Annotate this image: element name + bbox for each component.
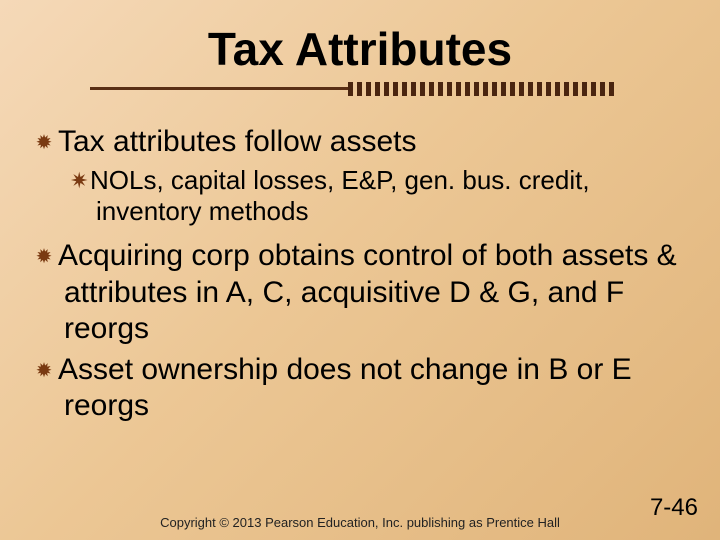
decor-bar	[357, 82, 362, 96]
title-underline	[90, 82, 630, 96]
bullet-item: ✹Acquiring corp obtains control of both …	[34, 238, 686, 348]
decor-bar	[402, 82, 407, 96]
starburst-icon: ✹	[34, 245, 54, 269]
title-area: Tax Attributes	[0, 0, 720, 96]
starburst-icon: ✷	[70, 168, 88, 195]
decor-bar	[366, 82, 371, 96]
decor-bar	[582, 82, 587, 96]
decor-bar	[546, 82, 551, 96]
decor-bar	[447, 82, 452, 96]
decor-bar	[393, 82, 398, 96]
decor-bar	[537, 82, 542, 96]
decor-bar	[600, 82, 605, 96]
bullet-item: ✹Asset ownership does not change in B or…	[34, 352, 686, 425]
bullet-text: Acquiring corp obtains control of both a…	[58, 239, 677, 345]
decor-bar	[438, 82, 443, 96]
starburst-icon: ✹	[34, 131, 54, 155]
slide-number: 7-46	[650, 494, 698, 522]
bullet-text: Tax attributes follow assets	[58, 125, 417, 158]
copyright-footer: Copyright © 2013 Pearson Education, Inc.…	[0, 515, 720, 530]
decor-bar	[573, 82, 578, 96]
decor-bar	[555, 82, 560, 96]
decor-bar	[501, 82, 506, 96]
decor-bar	[609, 82, 614, 96]
decor-bar	[474, 82, 479, 96]
decor-bar	[375, 82, 380, 96]
underline-bars	[348, 82, 630, 96]
bullet-text: Asset ownership does not change in B or …	[58, 353, 632, 423]
decor-bar	[564, 82, 569, 96]
starburst-icon: ✹	[34, 359, 54, 383]
decor-bar	[429, 82, 434, 96]
content-area: ✹Tax attributes follow assets ✷NOLs, cap…	[0, 96, 720, 425]
underline-line	[90, 87, 348, 90]
decor-bar	[510, 82, 515, 96]
decor-bar	[519, 82, 524, 96]
decor-bar	[492, 82, 497, 96]
decor-bar	[420, 82, 425, 96]
decor-bar	[348, 82, 353, 96]
decor-bar	[528, 82, 533, 96]
slide-title: Tax Attributes	[208, 22, 512, 76]
decor-bar	[456, 82, 461, 96]
sub-bullet-text: NOLs, capital losses, E&P, gen. bus. cre…	[90, 165, 590, 227]
decor-bar	[465, 82, 470, 96]
decor-bar	[384, 82, 389, 96]
bullet-item: ✹Tax attributes follow assets	[34, 124, 686, 161]
sub-bullet-item: ✷NOLs, capital losses, E&P, gen. bus. cr…	[34, 165, 686, 228]
decor-bar	[591, 82, 596, 96]
decor-bar	[411, 82, 416, 96]
decor-bar	[483, 82, 488, 96]
